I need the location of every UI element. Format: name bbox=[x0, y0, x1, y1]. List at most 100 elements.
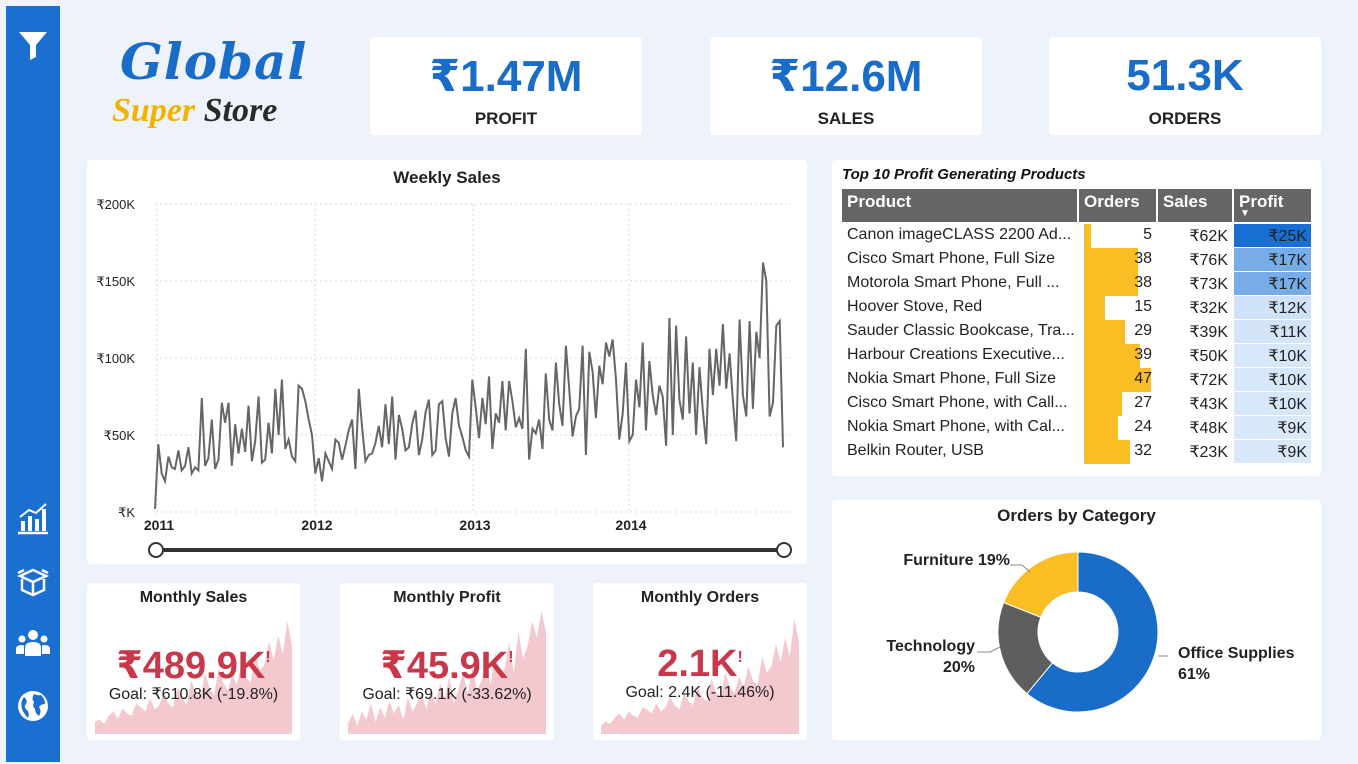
card-value: 2.1K! bbox=[593, 643, 807, 686]
table-title: Top 10 Profit Generating Products bbox=[842, 166, 1086, 183]
cell-profit: ₹11K bbox=[1234, 320, 1311, 343]
box-icon[interactable] bbox=[14, 562, 52, 600]
weekly-sales-line[interactable] bbox=[154, 262, 784, 509]
table-row[interactable]: Hoover Stove, Red 15 ₹32K ₹12K bbox=[842, 296, 1311, 320]
logo-store: Store bbox=[203, 92, 278, 129]
kpi-value: ₹12.6M bbox=[769, 52, 923, 101]
cell-sales: ₹62K bbox=[1189, 228, 1228, 245]
cell-profit: ₹10K bbox=[1234, 392, 1311, 415]
kpi-label: SALES bbox=[817, 109, 875, 128]
cell-product: Cisco Smart Phone, with Call... bbox=[847, 394, 1068, 411]
kpi-value: ₹1.47M bbox=[429, 52, 583, 101]
orders-databar bbox=[1084, 344, 1140, 368]
slider-handle-start[interactable] bbox=[148, 542, 164, 558]
kpi-card-sales: ₹12.6M SALES bbox=[710, 37, 982, 135]
label-technology: Technology 20% bbox=[886, 638, 975, 676]
orders-databar bbox=[1084, 392, 1123, 416]
table-row[interactable]: Cisco Smart Phone, Full Size 38 ₹76K ₹17K bbox=[842, 248, 1311, 272]
table-row[interactable]: Harbour Creations Executive... 39 ₹50K ₹10K bbox=[842, 344, 1311, 368]
profit-header-label: Profit bbox=[1239, 192, 1284, 211]
monthly-sales-card: Monthly Sales ₹489.9K! Goal: ₹610.8K (-1… bbox=[87, 583, 300, 740]
logo-line-super-store: Super Store bbox=[112, 92, 277, 130]
donut-svg: Furniture 19% Technology 20% Office Supplie… bbox=[886, 551, 1295, 713]
orders-databar bbox=[1084, 416, 1119, 440]
label-leader bbox=[977, 646, 1001, 653]
logo-line-global: Global bbox=[120, 32, 308, 91]
kpi-label: PROFIT bbox=[474, 109, 538, 128]
cell-orders: 39 bbox=[1134, 346, 1152, 363]
orders-databar bbox=[1084, 320, 1126, 344]
column-header-sales[interactable]: Sales bbox=[1158, 189, 1234, 222]
cell-orders: 27 bbox=[1134, 394, 1152, 411]
orders-databar bbox=[1084, 272, 1139, 296]
card-title: Monthly Profit bbox=[393, 589, 501, 606]
orders-databar bbox=[1084, 248, 1139, 272]
cell-profit: ₹9K bbox=[1234, 440, 1311, 463]
cell-profit: ₹25K bbox=[1234, 224, 1311, 247]
cell-sales: ₹72K bbox=[1189, 372, 1228, 389]
kpi-card-profit: ₹1.47M PROFIT bbox=[370, 37, 642, 135]
monthly-profit-card: Monthly Profit ₹45.9K! Goal: ₹69.1K (-33… bbox=[340, 583, 554, 740]
cell-product: Nokia Smart Phone, with Cal... bbox=[847, 418, 1065, 435]
cell-product: Harbour Creations Executive... bbox=[847, 346, 1065, 363]
orders-by-category-chart[interactable]: Orders by Category Furniture 19% Technolo… bbox=[832, 500, 1321, 740]
table-row[interactable]: Motorola Smart Phone, Full ... 38 ₹73K ₹17K bbox=[842, 272, 1311, 296]
donut-slice-furniture[interactable] bbox=[1002, 551, 1079, 618]
x-tick-label: 2011 bbox=[144, 517, 175, 533]
card-value-text: 2.1K bbox=[657, 643, 738, 685]
donut-slice-office-supplies[interactable] bbox=[1026, 551, 1159, 713]
cell-orders: 5 bbox=[1143, 226, 1152, 243]
table-row[interactable]: Canon imageCLASS 2200 Ad... 5 ₹62K ₹25K bbox=[842, 224, 1311, 248]
table-row[interactable]: Sauder Classic Bookcase, Tra... 29 ₹39K ₹11… bbox=[842, 320, 1311, 344]
card-value: ₹45.9K! bbox=[340, 643, 554, 688]
weekly-sales-chart[interactable]: Weekly Sales ₹200K ₹150K ₹100K ₹50K ₹K 2011 201… bbox=[87, 160, 807, 564]
cell-product: Canon imageCLASS 2200 Ad... bbox=[847, 226, 1072, 243]
label-office-supplies: Office Supplies 61% bbox=[1178, 645, 1295, 683]
card-goal: Goal: ₹69.1K (-33.62%) bbox=[362, 686, 532, 703]
column-header-product[interactable]: Product bbox=[842, 189, 1079, 222]
cell-orders: 38 bbox=[1134, 274, 1152, 291]
card-title: Monthly Sales bbox=[139, 589, 248, 606]
table-row[interactable]: Belkin Router, USB 32 ₹23K ₹9K bbox=[842, 440, 1311, 464]
y-tick-label: ₹50K bbox=[104, 428, 136, 443]
column-header-orders[interactable]: Orders bbox=[1079, 189, 1158, 222]
alert-icon: ! bbox=[737, 649, 743, 666]
bar-chart-icon[interactable] bbox=[14, 499, 52, 537]
sidebar bbox=[6, 6, 60, 762]
alert-icon: ! bbox=[508, 649, 514, 666]
cell-sales: ₹23K bbox=[1189, 444, 1228, 461]
y-tick-label: ₹200K bbox=[96, 197, 135, 212]
sparkline-area bbox=[95, 621, 292, 734]
cell-product: Sauder Classic Bookcase, Tra... bbox=[847, 322, 1075, 339]
kpi-label: ORDERS bbox=[1148, 109, 1222, 128]
globe-icon[interactable] bbox=[14, 687, 52, 725]
table-row[interactable]: Cisco Smart Phone, with Call... 27 ₹43K ₹10… bbox=[842, 392, 1311, 416]
cell-sales: ₹76K bbox=[1189, 252, 1228, 269]
cell-orders: 24 bbox=[1134, 418, 1152, 435]
cell-sales: ₹39K bbox=[1189, 324, 1228, 341]
cell-orders: 47 bbox=[1134, 370, 1152, 387]
logo: Global Super Store bbox=[100, 30, 306, 140]
table-row[interactable]: Nokia Smart Phone, Full Size 47 ₹72K ₹10K bbox=[842, 368, 1311, 392]
monthly-orders-card: Monthly Orders 2.1K! Goal: 2.4K (-11.46%… bbox=[593, 583, 807, 740]
card-title: Monthly Orders bbox=[640, 589, 760, 606]
alert-icon: ! bbox=[265, 649, 271, 666]
cell-sales: ₹43K bbox=[1189, 396, 1228, 413]
cell-profit: ₹10K bbox=[1234, 368, 1311, 391]
y-tick-label: ₹150K bbox=[96, 274, 135, 289]
label-leader bbox=[1010, 564, 1031, 573]
cell-sales: ₹50K bbox=[1189, 348, 1228, 365]
table-body: Canon imageCLASS 2200 Ad... 5 ₹62K ₹25K Cisc… bbox=[842, 222, 1311, 464]
filter-icon[interactable] bbox=[14, 26, 52, 64]
top-products-table-panel: Top 10 Profit Generating Products Produc… bbox=[832, 160, 1321, 476]
top-products-table[interactable]: Product Orders Sales Profit ▼ Canon image… bbox=[842, 189, 1311, 464]
slider-handle-end[interactable] bbox=[776, 542, 792, 558]
users-icon[interactable] bbox=[14, 624, 52, 662]
cell-orders: 15 bbox=[1134, 298, 1152, 315]
cell-product: Nokia Smart Phone, Full Size bbox=[847, 370, 1056, 387]
chart-title: Orders by Category bbox=[997, 506, 1156, 525]
card-value-text: ₹45.9K bbox=[380, 645, 509, 687]
column-header-profit[interactable]: Profit ▼ bbox=[1234, 189, 1311, 222]
table-row[interactable]: Nokia Smart Phone, with Cal... 24 ₹48K ₹9K bbox=[842, 416, 1311, 440]
cell-sales: ₹32K bbox=[1189, 300, 1228, 317]
